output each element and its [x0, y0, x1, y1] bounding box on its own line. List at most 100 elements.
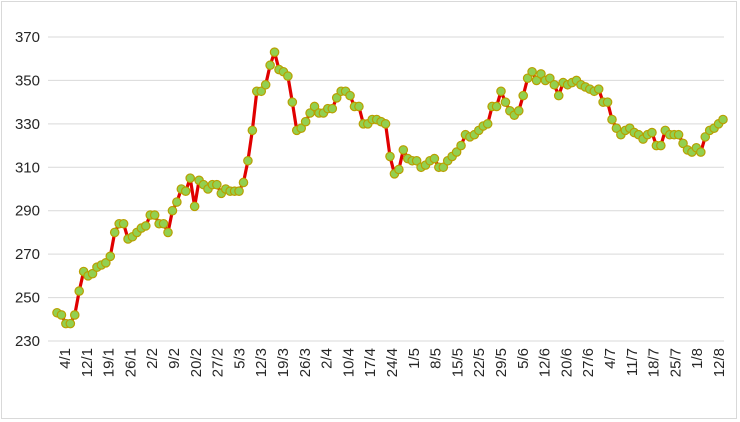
data-point	[380, 119, 391, 129]
y-tick-label: 330	[15, 116, 40, 133]
data-point	[269, 47, 280, 57]
x-tick-label: 1/8	[689, 348, 706, 369]
x-tick-label: 4/1	[57, 348, 74, 369]
data-point	[212, 179, 222, 190]
y-axis-ticks: 230 250 270 290 310 330 350 370	[15, 29, 40, 350]
x-tick-label: 26/1	[122, 348, 139, 377]
data-point	[673, 129, 684, 140]
data-point	[105, 251, 116, 262]
data-point	[158, 218, 169, 229]
data-point	[101, 258, 111, 268]
x-tick-label: 20/6	[558, 348, 575, 377]
x-tick-label: 29/5	[493, 348, 510, 377]
x-tick-label: 9/2	[166, 348, 183, 369]
data-point	[87, 268, 98, 279]
data-point	[700, 132, 711, 142]
data-point	[411, 155, 422, 166]
data-point	[496, 86, 506, 97]
data-point	[118, 218, 129, 229]
data-point	[385, 151, 395, 162]
data-point	[167, 205, 178, 216]
data-point	[345, 90, 355, 101]
y-tick-label: 270	[15, 246, 40, 263]
data-point	[553, 90, 564, 101]
data-point	[647, 127, 657, 138]
data-point	[180, 186, 191, 196]
y-tick-label: 350	[15, 72, 40, 89]
data-point	[482, 119, 493, 129]
series-line-layer	[56, 50, 725, 326]
data-point	[607, 114, 617, 125]
x-tick-label: 25/7	[667, 348, 684, 377]
data-point	[429, 153, 440, 164]
x-tick-label: 27/6	[580, 348, 597, 377]
data-point	[331, 93, 342, 103]
data-point	[522, 73, 533, 84]
data-point	[69, 310, 80, 320]
data-point	[74, 286, 84, 296]
data-point	[398, 145, 409, 155]
x-tick-label: 11/7	[624, 348, 641, 376]
x-tick-label: 5/3	[231, 348, 248, 369]
x-tick-label: 15/5	[449, 348, 466, 377]
data-point	[593, 84, 604, 94]
x-tick-label: 12/3	[253, 348, 270, 377]
y-tick-label: 310	[15, 159, 40, 176]
x-tick-label: 24/4	[384, 348, 401, 377]
data-point	[491, 101, 502, 112]
x-tick-label: 12/6	[537, 348, 554, 377]
data-point	[500, 97, 511, 107]
data-point	[283, 71, 293, 81]
data-point	[172, 197, 182, 207]
data-point	[234, 186, 244, 196]
x-axis-ticks: 4/1 12/1 19/1 26/1 2/2 9/2 20/2 27/2 5/3 12/3 19/3…	[57, 348, 728, 377]
data-point	[300, 116, 311, 127]
x-tick-label: 4/7	[602, 348, 619, 369]
data-point	[354, 101, 364, 112]
data-point	[189, 201, 200, 212]
data-point	[65, 318, 76, 329]
data-point	[527, 66, 537, 77]
data-point	[56, 310, 67, 320]
x-tick-label: 5/6	[515, 348, 532, 369]
data-point	[602, 97, 613, 107]
series-markers	[52, 47, 728, 329]
x-tick-label: 27/2	[210, 348, 227, 377]
data-point	[456, 140, 466, 151]
x-tick-label: 1/5	[406, 348, 423, 369]
x-tick-label: 26/3	[297, 348, 314, 377]
data-point	[265, 60, 275, 71]
data-point	[656, 140, 666, 151]
data-point	[678, 138, 688, 149]
data-point	[611, 123, 622, 133]
data-point	[243, 155, 253, 166]
x-tick-label: 12/8	[711, 348, 728, 377]
x-tick-label: 22/5	[471, 348, 488, 377]
data-point	[287, 97, 298, 107]
series-line	[56, 50, 725, 326]
x-tick-label: 2/4	[319, 348, 336, 369]
y-tick-label: 370	[15, 29, 40, 46]
data-point	[238, 177, 249, 188]
data-point	[149, 210, 160, 220]
data-point	[109, 227, 120, 238]
x-tick-label: 2/2	[144, 348, 161, 369]
x-tick-label: 18/7	[646, 348, 663, 377]
gridlines	[48, 36, 724, 342]
data-point	[438, 162, 449, 173]
x-tick-label: 12/1	[79, 348, 96, 377]
data-point	[247, 125, 258, 136]
data-point	[141, 221, 151, 231]
data-point	[394, 164, 404, 175]
data-point	[513, 106, 524, 116]
data-point	[549, 79, 560, 90]
x-tick-label: 19/1	[101, 348, 118, 377]
data-point	[309, 101, 320, 112]
data-point	[163, 227, 173, 238]
data-point	[718, 114, 728, 125]
data-point	[185, 173, 195, 183]
x-tick-label: 8/5	[428, 348, 445, 369]
y-tick-label: 250	[15, 290, 40, 307]
y-tick-label: 290	[15, 203, 40, 220]
